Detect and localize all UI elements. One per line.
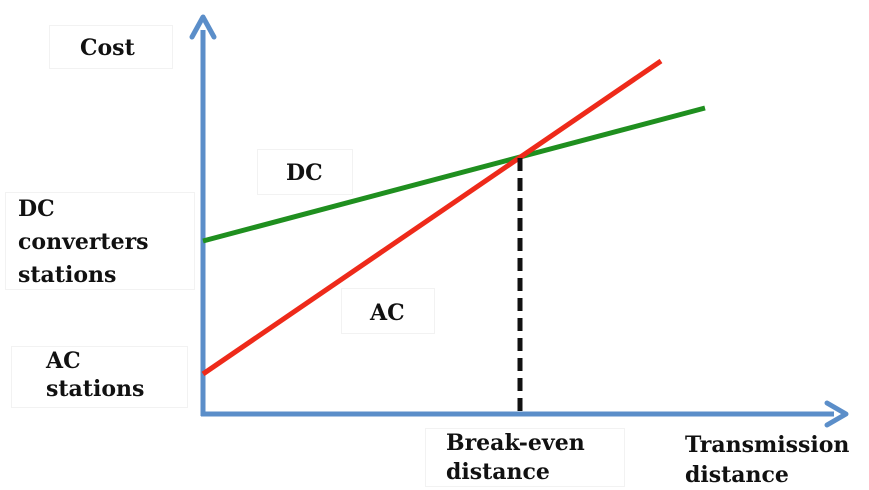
ac-cost-line: [201, 58, 663, 377]
ac-stations-line2: stations: [46, 376, 145, 402]
dc-line-label: DC: [258, 150, 352, 194]
dc-converter-stations-line1: DC: [18, 196, 55, 222]
dc-converter-stations-line3: stations: [18, 262, 117, 288]
x-axis-line1: Transmission: [685, 432, 850, 458]
dc-converter-stations-line2: converters: [18, 229, 149, 255]
break-even-line1: Break-even: [446, 430, 585, 456]
ac-line-label: AC: [342, 289, 434, 333]
x-axis-line2: distance: [685, 462, 789, 488]
dc-cost-line: [202, 105, 706, 244]
y-axis-label: Cost: [50, 26, 172, 68]
ac-stations-label: AC stations: [12, 347, 187, 407]
ac-stations-line1: AC: [46, 348, 81, 374]
break-even-line2: distance: [446, 459, 550, 485]
dc-converter-stations-label: DC converters stations: [6, 193, 194, 289]
x-axis-arrowhead: [824, 400, 849, 428]
x-axis-label: Transmission distance: [685, 430, 849, 490]
y-axis-arrowhead: [189, 14, 217, 40]
break-even-distance-label: Break-even distance: [426, 429, 624, 486]
